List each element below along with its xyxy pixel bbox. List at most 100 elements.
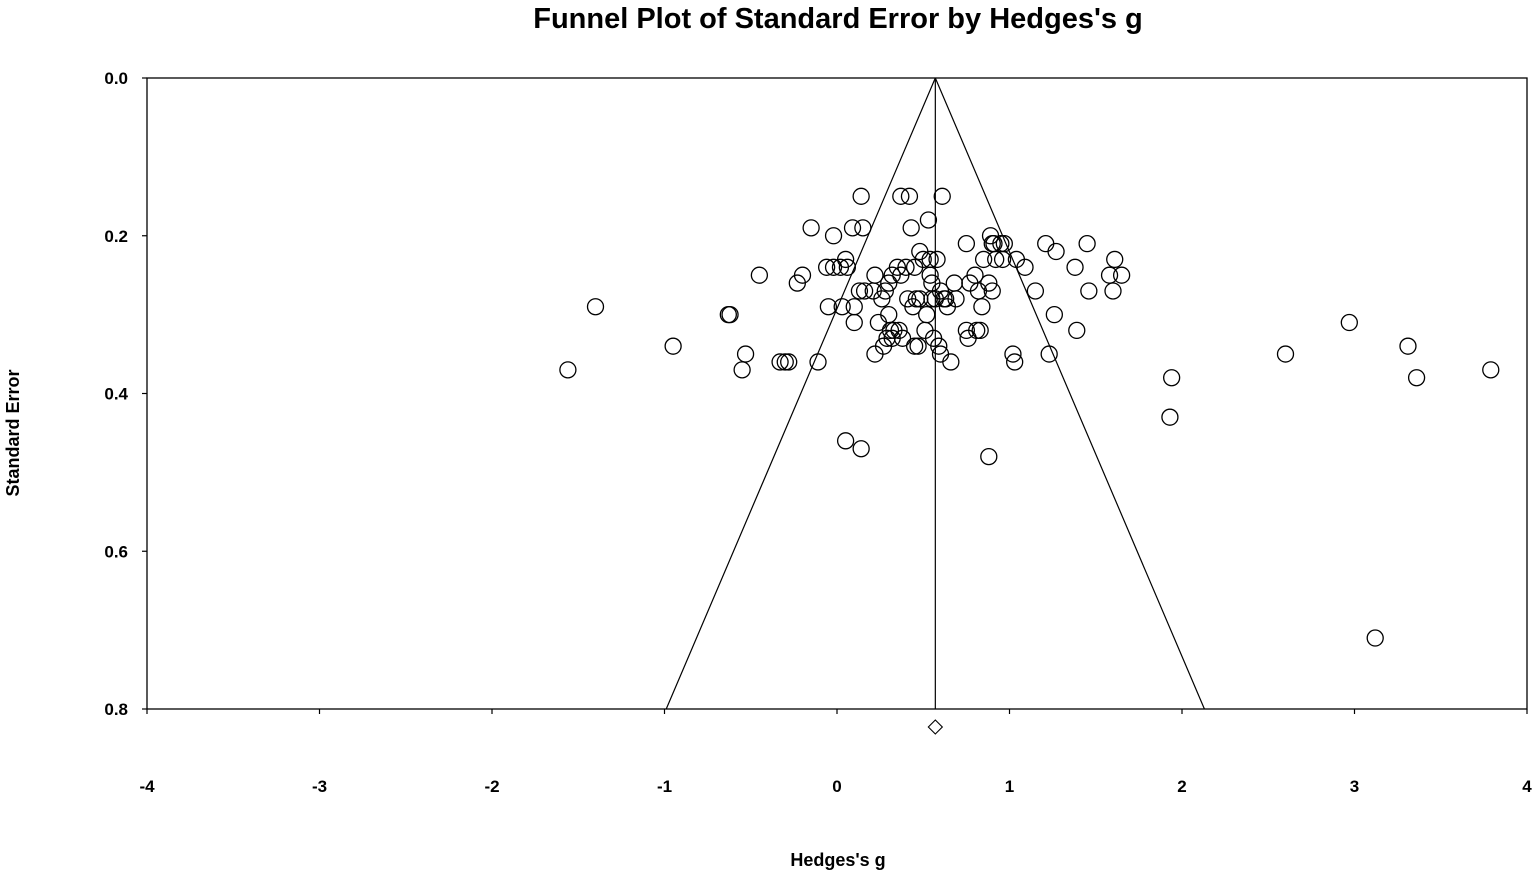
data-point [1037, 234, 1055, 253]
data-point [1026, 282, 1045, 300]
data-point [1366, 629, 1384, 647]
data-point [1066, 258, 1084, 276]
data-point [838, 258, 856, 276]
data-point [1276, 345, 1295, 363]
data-point [937, 290, 955, 308]
data-point [1106, 250, 1124, 269]
data-point [968, 321, 986, 340]
funnel-right-line [934, 77, 1205, 710]
summary-diamond [927, 719, 944, 735]
data-point [880, 305, 898, 324]
summary-effect [927, 719, 944, 735]
data-point [1016, 258, 1034, 276]
data-point [1161, 408, 1179, 426]
x-axis-label: Hedges's g [790, 850, 885, 870]
data-point [776, 353, 794, 371]
data-point [942, 353, 960, 371]
data-point [852, 187, 870, 205]
data-point [1004, 345, 1022, 363]
x-tick-label: 0 [832, 777, 841, 796]
y-axis-label: Standard Error [3, 369, 23, 496]
data-point [1068, 321, 1086, 340]
y-tick-label: 0.2 [104, 227, 128, 246]
data-point [973, 298, 991, 316]
data-point [876, 282, 894, 300]
data-point [818, 258, 836, 276]
data-point [802, 219, 820, 237]
x-tick-label: 2 [1177, 777, 1186, 796]
data-point [914, 250, 932, 269]
data-point [890, 321, 908, 340]
data-point [995, 234, 1013, 253]
data-point [921, 266, 939, 284]
funnel-lines [665, 77, 1205, 710]
data-point [819, 298, 838, 316]
data-point [1040, 345, 1058, 363]
data-point [888, 258, 907, 276]
data-point [987, 250, 1005, 269]
x-tick-label: -3 [312, 777, 327, 796]
data-point [1112, 266, 1131, 284]
data-point [824, 227, 843, 245]
chart-title: Funnel Plot of Standard Error by Hedges'… [533, 3, 1143, 35]
data-point [1078, 234, 1096, 253]
data-point [919, 211, 938, 229]
data-point [836, 432, 855, 450]
data-point [957, 321, 976, 340]
data-point [930, 337, 948, 355]
data-point [897, 258, 915, 276]
data-point [1047, 242, 1065, 261]
data-point [750, 266, 769, 284]
data-point [852, 440, 870, 458]
data-point [900, 187, 919, 205]
x-tick-label: -2 [484, 777, 499, 796]
data-point [845, 313, 863, 332]
data-point [873, 290, 891, 308]
data-point [1399, 337, 1417, 355]
x-axis: -4 -3 -2 -1 0 1 2 3 4 [139, 709, 1532, 796]
data-point [721, 305, 739, 324]
data-point [902, 219, 920, 237]
data-point [845, 298, 863, 316]
data-point [980, 274, 998, 292]
data-point [836, 250, 855, 269]
data-point [1006, 353, 1024, 371]
data-point [945, 274, 963, 292]
data-point [736, 345, 755, 363]
y-tick-label: 0.4 [104, 385, 128, 404]
data-point [1482, 361, 1500, 379]
x-tick-label: 4 [1522, 777, 1532, 796]
data-point [854, 219, 872, 237]
data-point [928, 250, 946, 269]
data-point [983, 282, 1001, 300]
y-tick-label: 0.0 [104, 69, 128, 88]
x-tick-label: 3 [1350, 777, 1359, 796]
x-tick-label: -4 [139, 777, 155, 796]
data-point [893, 329, 912, 347]
data-point [1080, 282, 1098, 300]
y-axis: 0.0 0.2 0.4 0.6 0.8 [104, 69, 147, 719]
data-point [880, 274, 898, 292]
data-point [850, 282, 869, 300]
data-point [909, 337, 927, 355]
x-tick-label: 1 [1005, 777, 1014, 796]
data-point [733, 361, 751, 379]
data-point [664, 337, 682, 355]
plot-area [146, 77, 1528, 710]
data-point [1163, 369, 1181, 387]
y-tick-label: 0.8 [104, 700, 128, 719]
data-point [971, 321, 989, 340]
data-point [974, 250, 993, 269]
funnel-left-line [665, 77, 936, 710]
data-point [788, 274, 806, 292]
data-point [869, 313, 888, 332]
data-point [824, 258, 843, 276]
data-point [833, 298, 851, 316]
data-point [947, 290, 965, 308]
data-point [1407, 369, 1426, 387]
data-point [586, 298, 605, 316]
data-point [855, 282, 874, 300]
data-point [719, 305, 737, 324]
data-point [980, 447, 998, 466]
data-point [843, 219, 862, 237]
